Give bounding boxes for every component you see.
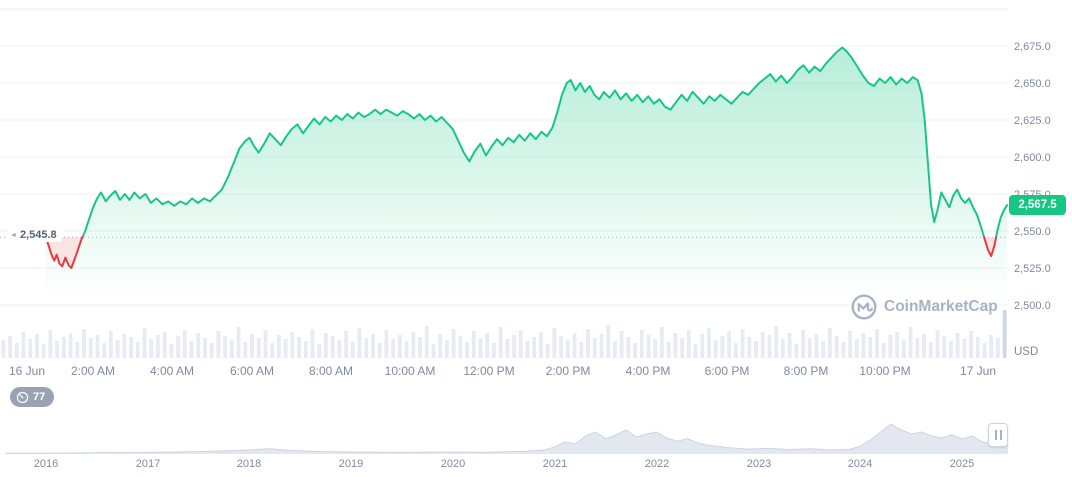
navigator-year-label: 2022 <box>644 458 670 470</box>
svg-text:2,500.0: 2,500.0 <box>1014 300 1051 312</box>
x-axis-label: 16 Jun <box>8 364 46 378</box>
x-axis-label: 4:00 AM <box>149 364 195 378</box>
x-axis-label: 8:00 AM <box>308 364 354 378</box>
navigator-chart-svg[interactable] <box>0 408 1072 456</box>
x-axis-label: 8:00 PM <box>783 364 829 378</box>
x-axis-label: 6:00 AM <box>229 364 275 378</box>
navigator-year-label: 2023 <box>746 458 772 470</box>
gauge-icon <box>16 391 29 403</box>
open-price-value: 2,545.8 <box>19 229 57 241</box>
range-handle[interactable] <box>988 423 1008 447</box>
navigator-year-label: 2024 <box>847 458 873 470</box>
open-price-label: ◄ 2,545.8 <box>8 228 62 242</box>
x-axis-label: 10:00 AM <box>384 364 436 378</box>
currency-label: USD <box>1014 346 1039 358</box>
navigator-year-label: 2017 <box>135 458 161 470</box>
svg-text:2,675.0: 2,675.0 <box>1014 41 1051 53</box>
navigator-year-label: 2016 <box>33 458 59 470</box>
navigator-year-label: 2025 <box>949 458 975 470</box>
svg-text:2,550.0: 2,550.0 <box>1014 226 1051 238</box>
x-axis-label: 6:00 PM <box>704 364 750 378</box>
coinmarketcap-logo-icon <box>851 294 877 320</box>
volume-bars <box>1 310 1007 358</box>
navigator-year-label: 2020 <box>440 458 466 470</box>
watermark: CoinMarketCap <box>851 294 998 320</box>
x-axis-label: 2:00 AM <box>70 364 116 378</box>
svg-text:2,625.0: 2,625.0 <box>1014 115 1051 127</box>
navigator-year-label: 2018 <box>236 458 262 470</box>
x-axis-label: 2:00 PM <box>545 364 591 378</box>
x-axis: 16 Jun 2:00 AM 4:00 AM 6:00 AM 8:00 AM 10:00 … <box>0 364 1008 380</box>
x-axis-label: 4:00 PM <box>625 364 671 378</box>
last-price-badge: 2,567.5 <box>1009 195 1066 215</box>
navigator-year-axis: 2016 2017 2018 2019 2020 2021 2022 2023 2024 2025 <box>0 458 1008 472</box>
x-axis-label: 17 Jun <box>959 364 997 378</box>
y-axis-labels: 2,675.02,650.02,625.02,600.02,575.02,550… <box>1014 41 1051 312</box>
svg-text:2,650.0: 2,650.0 <box>1014 78 1051 90</box>
watch-count-value: 77 <box>33 391 46 403</box>
price-area <box>45 47 1008 310</box>
x-axis-label: 12:00 PM <box>463 364 515 378</box>
range-navigator[interactable]: 2016 2017 2018 2019 2020 2021 2022 2023 2024 2025 <box>0 408 1072 477</box>
threshold-marker-icon: ◄ <box>10 231 17 239</box>
navigator-year-label: 2019 <box>338 458 364 470</box>
svg-text:2,600.0: 2,600.0 <box>1014 152 1051 164</box>
navigator-year-label: 2021 <box>542 458 568 470</box>
navigator-area <box>5 423 1009 454</box>
x-axis-label: 10:00 PM <box>859 364 911 378</box>
watch-count-badge[interactable]: 77 <box>10 387 55 407</box>
price-chart-svg[interactable]: 2,675.02,650.02,625.02,600.02,575.02,550… <box>0 0 1072 360</box>
watermark-text: CoinMarketCap <box>884 298 998 315</box>
svg-text:2,525.0: 2,525.0 <box>1014 263 1051 275</box>
